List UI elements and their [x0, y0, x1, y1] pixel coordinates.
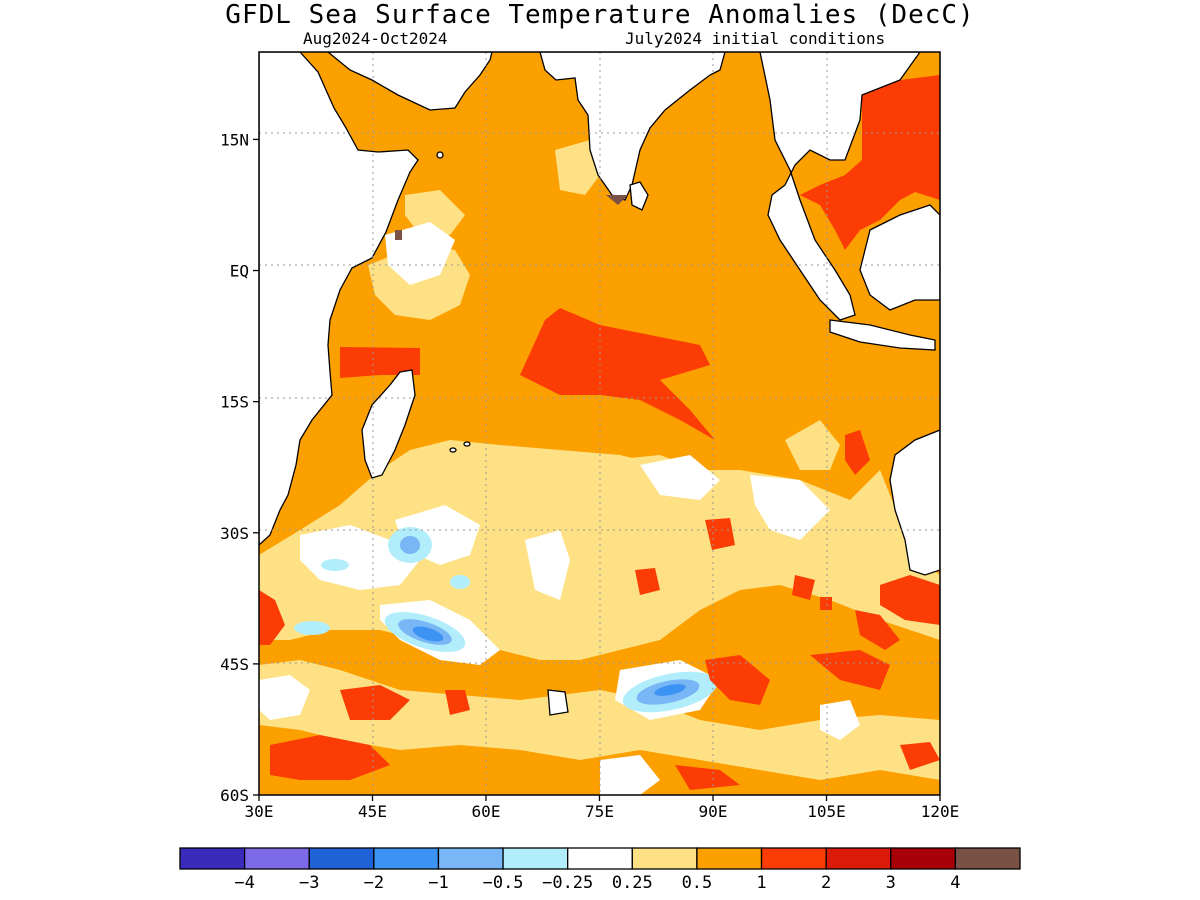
colorbar-label: −3	[299, 873, 319, 893]
lat-tick-label: EQ	[230, 262, 249, 281]
lat-tick-label: 60S	[220, 786, 249, 805]
colorbar-label: −0.25	[542, 873, 593, 893]
colorbar-swatch	[760, 847, 827, 870]
lon-tick-label: 120E	[921, 802, 960, 821]
colorbar-legend: −4 −3 −2 −1 −0.5 −0.25 0.25 0.5 1 2 3 4	[179, 847, 1021, 893]
colorbar-swatch	[631, 847, 698, 870]
colorbar-swatch	[890, 847, 957, 870]
colorbar-swatch	[179, 847, 246, 870]
lon-tick-label: 60E	[472, 802, 501, 821]
map-gridlines	[259, 52, 940, 795]
colorbar-swatch	[243, 847, 310, 870]
colorbar-label: −4	[234, 873, 254, 893]
lon-tick-label: 105E	[807, 802, 846, 821]
colorbar-label: −2	[364, 873, 384, 893]
colorbar-label: −0.5	[483, 873, 524, 893]
lon-tick-label: 30E	[245, 802, 274, 821]
anomaly-region-4	[395, 195, 628, 240]
lat-tick-label: 15N	[220, 130, 249, 149]
lon-tick-label: 45E	[358, 802, 387, 821]
colorbar-swatch	[825, 847, 892, 870]
colorbar-swatch	[373, 847, 440, 870]
map-content	[259, 52, 940, 795]
colorbar-label: 1	[756, 873, 766, 893]
lat-tick-label: 15S	[220, 393, 249, 412]
colorbar-swatch	[308, 847, 375, 870]
colorbar-swatch	[696, 847, 763, 870]
anomaly-region-1-2	[259, 75, 940, 790]
colorbar-swatch	[502, 847, 569, 870]
latitude-axis: 15N EQ 15S 30S 45S 60S	[220, 130, 259, 805]
longitude-axis: 30E 45E 60E 75E 90E 105E 120E	[245, 795, 960, 821]
lat-tick-label: 45S	[220, 655, 249, 674]
colorbar-swatch	[437, 847, 504, 870]
anomaly-region-cool	[398, 536, 700, 705]
colorbar-label: 4	[950, 873, 960, 893]
colorbar-swatch	[954, 847, 1021, 870]
land-masses	[259, 52, 940, 716]
lon-tick-label: 90E	[699, 802, 728, 821]
initial-conditions: July2024 initial conditions	[625, 29, 886, 48]
lat-tick-label: 30S	[220, 524, 249, 543]
forecast-period: Aug2024-Oct2024	[303, 29, 448, 48]
colorbar-label: 3	[886, 873, 896, 893]
lon-tick-label: 75E	[585, 802, 614, 821]
colorbar-label: −1	[428, 873, 448, 893]
colorbar-label: 0.25	[612, 873, 653, 893]
colorbar-label: 0.5	[682, 873, 713, 893]
chart-title: GFDL Sea Surface Temperature Anomalies (…	[225, 0, 975, 30]
colorbar-swatch	[567, 847, 633, 870]
colorbar-label: 2	[821, 873, 831, 893]
